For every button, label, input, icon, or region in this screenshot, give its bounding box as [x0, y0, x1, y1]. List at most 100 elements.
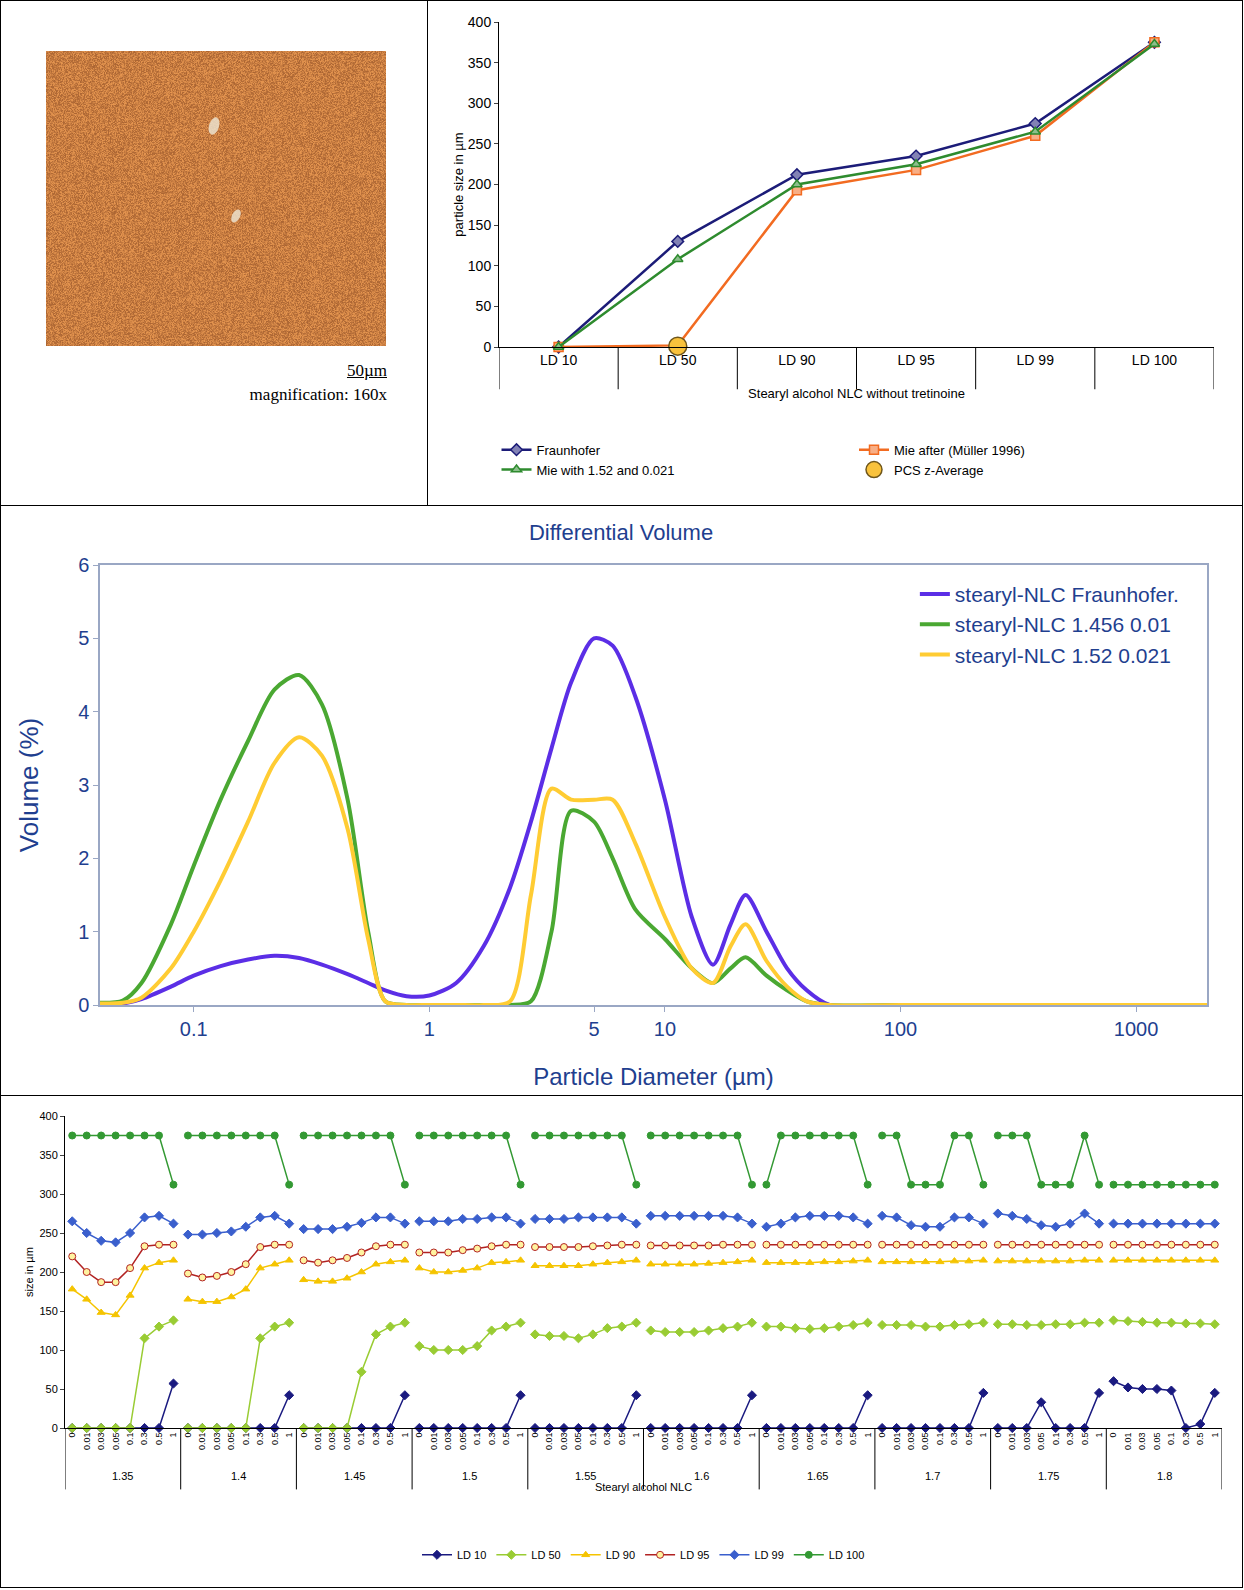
svg-text:0.5: 0.5	[848, 1433, 858, 1446]
svg-text:0.5: 0.5	[385, 1433, 395, 1446]
svg-text:size in µm: size in µm	[23, 1247, 35, 1297]
svg-text:stearyl-NLC Fraunhofer.: stearyl-NLC Fraunhofer.	[955, 583, 1179, 606]
svg-text:0.1: 0.1	[819, 1433, 829, 1446]
svg-text:LD 95: LD 95	[897, 352, 935, 368]
svg-text:0.3: 0.3	[834, 1433, 844, 1446]
svg-text:0.3: 0.3	[1065, 1433, 1075, 1446]
svg-text:0.03: 0.03	[212, 1433, 222, 1451]
svg-text:1: 1	[168, 1433, 178, 1438]
svg-text:0.5: 0.5	[154, 1433, 164, 1446]
svg-text:Mie after (Müller 1996): Mie after (Müller 1996)	[894, 443, 1025, 458]
svg-text:0.05: 0.05	[226, 1433, 236, 1451]
svg-text:0.03: 0.03	[1137, 1433, 1147, 1451]
svg-text:0.01: 0.01	[660, 1433, 670, 1451]
svg-text:0.1: 0.1	[1166, 1433, 1176, 1446]
svg-text:0.3: 0.3	[718, 1433, 728, 1446]
svg-text:1: 1	[631, 1433, 641, 1438]
svg-text:0.5: 0.5	[1080, 1433, 1090, 1446]
svg-text:100: 100	[468, 258, 492, 274]
svg-text:LD 99: LD 99	[754, 1549, 783, 1561]
svg-text:0.1: 0.1	[180, 1018, 208, 1040]
svg-text:4: 4	[78, 701, 89, 723]
svg-text:1.8: 1.8	[1157, 1470, 1172, 1482]
svg-text:0.5: 0.5	[617, 1433, 627, 1446]
svg-text:1.4: 1.4	[231, 1470, 246, 1482]
svg-text:0.03: 0.03	[1022, 1433, 1032, 1451]
svg-text:0.1: 0.1	[935, 1433, 945, 1446]
svg-text:0.05: 0.05	[573, 1433, 583, 1451]
svg-text:200: 200	[468, 176, 492, 192]
svg-text:0.01: 0.01	[82, 1433, 92, 1451]
svg-text:3: 3	[78, 774, 89, 796]
svg-text:0.05: 0.05	[1036, 1433, 1046, 1451]
svg-text:0.03: 0.03	[443, 1433, 453, 1451]
svg-text:0: 0	[183, 1433, 193, 1438]
svg-text:0: 0	[1108, 1433, 1118, 1438]
svg-text:150: 150	[39, 1305, 57, 1317]
svg-text:0: 0	[414, 1433, 424, 1438]
svg-text:10: 10	[654, 1018, 676, 1040]
svg-text:1000: 1000	[1114, 1018, 1159, 1040]
svg-text:1: 1	[978, 1433, 988, 1438]
svg-text:LD 100: LD 100	[829, 1549, 864, 1561]
svg-text:0: 0	[646, 1433, 656, 1438]
svg-text:5: 5	[78, 627, 89, 649]
svg-text:LD 90: LD 90	[606, 1549, 635, 1561]
svg-text:400: 400	[468, 14, 492, 30]
svg-text:100: 100	[884, 1018, 917, 1040]
svg-text:0.5: 0.5	[1195, 1433, 1205, 1446]
svg-text:0.3: 0.3	[255, 1433, 265, 1446]
svg-text:350: 350	[468, 55, 492, 71]
svg-text:0: 0	[993, 1433, 1003, 1438]
svg-text:0.1: 0.1	[356, 1433, 366, 1446]
svg-text:1: 1	[424, 1018, 435, 1040]
svg-text:LD 10: LD 10	[540, 352, 578, 368]
svg-text:LD 50: LD 50	[659, 352, 697, 368]
svg-text:0.05: 0.05	[920, 1433, 930, 1451]
svg-text:1: 1	[78, 921, 89, 943]
svg-text:Volume (%): Volume (%)	[14, 718, 44, 852]
svg-text:300: 300	[39, 1188, 57, 1200]
svg-text:0.5: 0.5	[501, 1433, 511, 1446]
svg-text:0.1: 0.1	[472, 1433, 482, 1446]
svg-text:150: 150	[468, 217, 492, 233]
svg-text:LD 50: LD 50	[531, 1549, 560, 1561]
svg-text:50: 50	[46, 1383, 58, 1395]
svg-text:1.6: 1.6	[694, 1470, 709, 1482]
svg-text:0.3: 0.3	[1181, 1433, 1191, 1446]
svg-text:1.55: 1.55	[575, 1470, 596, 1482]
svg-text:0: 0	[52, 1422, 58, 1434]
svg-text:0.03: 0.03	[559, 1433, 569, 1451]
svg-text:particle size in µm: particle size in µm	[451, 132, 466, 236]
svg-text:LD 90: LD 90	[778, 352, 816, 368]
svg-text:0.1: 0.1	[241, 1433, 251, 1446]
svg-text:stearyl-NLC 1.456 0.01: stearyl-NLC 1.456 0.01	[955, 613, 1171, 636]
svg-text:5: 5	[588, 1018, 599, 1040]
svg-text:1.35: 1.35	[112, 1470, 133, 1482]
svg-text:0.5: 0.5	[964, 1433, 974, 1446]
svg-text:Particle Diameter (µm): Particle Diameter (µm)	[533, 1063, 774, 1090]
svg-text:0.01: 0.01	[197, 1433, 207, 1451]
svg-text:0.03: 0.03	[906, 1433, 916, 1451]
svg-text:0.01: 0.01	[1007, 1433, 1017, 1451]
svg-text:0.03: 0.03	[675, 1433, 685, 1451]
svg-text:1.45: 1.45	[344, 1470, 365, 1482]
svg-text:1: 1	[747, 1433, 757, 1438]
svg-text:100: 100	[39, 1344, 57, 1356]
svg-text:0: 0	[530, 1433, 540, 1438]
svg-text:1: 1	[1094, 1433, 1104, 1438]
svg-text:0.01: 0.01	[429, 1433, 439, 1451]
svg-text:0: 0	[78, 994, 89, 1016]
svg-text:1.65: 1.65	[807, 1470, 828, 1482]
svg-text:0: 0	[483, 339, 491, 355]
svg-text:0: 0	[877, 1433, 887, 1438]
svg-text:Differential Volume: Differential Volume	[529, 520, 713, 545]
svg-text:0.1: 0.1	[588, 1433, 598, 1446]
svg-text:1: 1	[863, 1433, 873, 1438]
svg-text:Stearyl alcohol NLC without tr: Stearyl alcohol NLC without tretinoine	[748, 386, 965, 401]
svg-text:0.3: 0.3	[371, 1433, 381, 1446]
svg-text:0.05: 0.05	[111, 1433, 121, 1451]
svg-text:0: 0	[299, 1433, 309, 1438]
svg-text:1.5: 1.5	[462, 1470, 477, 1482]
svg-text:0.03: 0.03	[790, 1433, 800, 1451]
